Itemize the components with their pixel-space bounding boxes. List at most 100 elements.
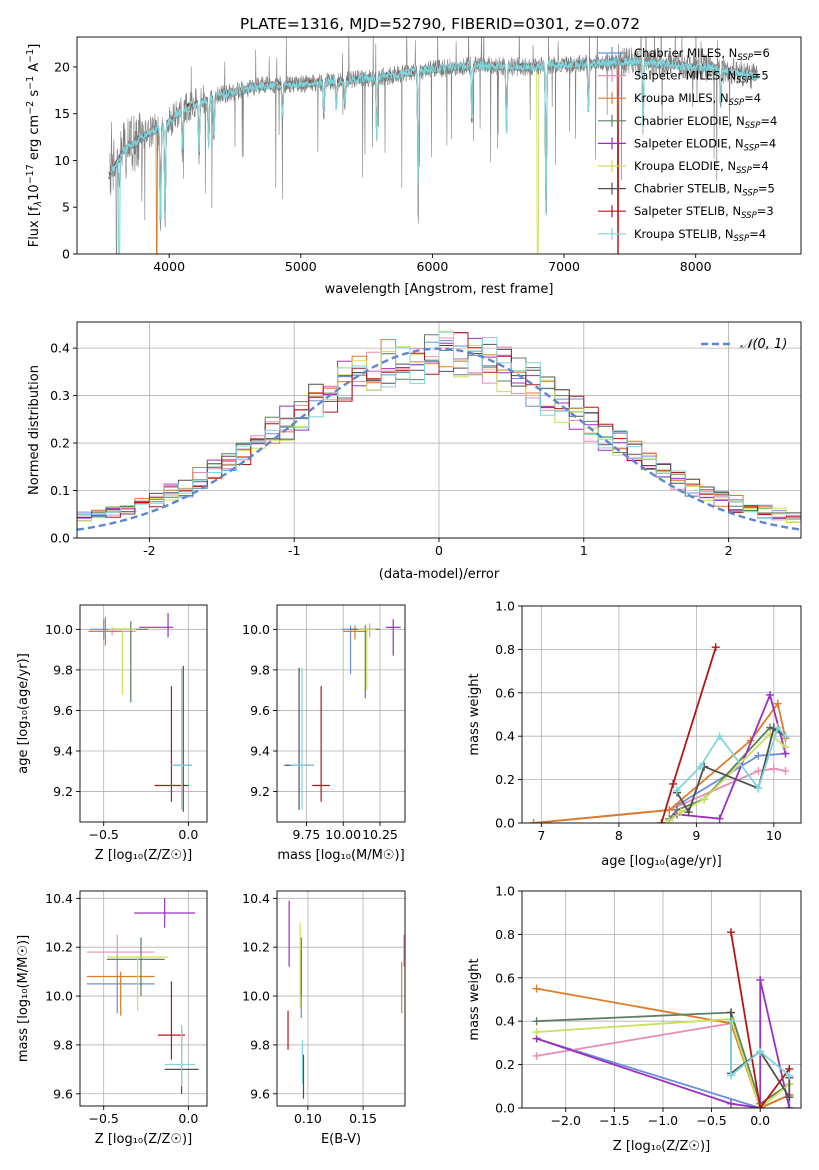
- x-tick-label: -2: [143, 543, 155, 558]
- x-tick-label: 10.00: [325, 827, 361, 842]
- axes-frame: [79, 890, 208, 1107]
- legend-label-salpeter-stelib: Salpeter STELIB, NSSP=3: [634, 204, 774, 221]
- y-tick-label: 0.8: [495, 927, 515, 942]
- y-tick-label: 9.6: [250, 703, 270, 718]
- errorbar-kroupa-stelib: [171, 667, 192, 810]
- x-tick-label: 2: [725, 543, 733, 558]
- x-tick-label: 9: [692, 828, 700, 843]
- y-tick-label: 10.0: [242, 622, 270, 637]
- weight-marker: [785, 1104, 794, 1108]
- errorbar-kroupa-elodie: [108, 628, 136, 695]
- legend-label-value: =4: [760, 114, 777, 128]
- y-tick-label: 10.0: [242, 989, 270, 1004]
- axes-frame: [79, 604, 208, 823]
- errorbar-kroupa-stelib: [290, 667, 314, 810]
- legend: 𝒩(0, 1): [701, 337, 787, 352]
- plot-area: [80, 605, 207, 822]
- y-tick-label: 9.6: [53, 1086, 73, 1101]
- y-tick-label: 9.6: [250, 1086, 270, 1101]
- weight-marker: [532, 984, 541, 993]
- y-tick-label: 0.4: [495, 1014, 515, 1029]
- x-tick-label: 0.15: [349, 1111, 377, 1126]
- legend-label-chabrier-miles: Chabrier MILES, NSSP=6: [634, 46, 770, 63]
- y-tick-label: 10.2: [242, 940, 270, 955]
- legend-label-value: =4: [749, 227, 766, 241]
- y-tick-label: 0.4: [50, 341, 70, 356]
- x-tick-label: −1.5: [599, 1113, 629, 1128]
- weight-marker: [781, 766, 790, 775]
- y-tick-label: 0.0: [50, 531, 70, 546]
- legend-label-gaussian: 𝒩(0, 1): [740, 337, 787, 352]
- y-tick-label: 0.6: [495, 970, 515, 985]
- plot-area: [522, 890, 801, 1109]
- weight-marker: [773, 723, 782, 732]
- panel-residuals: -2 -1 0 1 2 0.0 0.1 0.2 0.3 0.4 (data-model)/error…: [27, 321, 802, 582]
- y-tick-label: 10.0: [45, 622, 73, 637]
- legend-label-text: Salpeter MILES, N: [634, 69, 736, 83]
- weight-line-salpeter-elodie: [536, 979, 791, 1108]
- weight-marker: [665, 805, 674, 814]
- x-tick-label: -1: [288, 543, 300, 558]
- errorbar-salpeter-elodie: [139, 613, 174, 638]
- weight-marker: [715, 814, 724, 823]
- y-tick-label: 0.1: [50, 483, 70, 498]
- observed-spectrum-line: [109, 37, 758, 254]
- y-tick-label: 0.0: [495, 1101, 515, 1116]
- legend-label-value: =5: [758, 182, 775, 196]
- panel-weight-vs-Z: −2.0 −1.5 −1.0 −0.5 0.0 0.0 0.2 0.4 0.6 0.8 1.0 Z […: [467, 884, 802, 1154]
- x-tick-label: 0.0: [178, 827, 198, 842]
- y-axis-label-part: −1: [25, 49, 36, 63]
- weight-marker: [785, 1071, 794, 1080]
- weight-marker: [529, 819, 538, 823]
- weight-marker: [665, 816, 674, 823]
- y-tick-label: 0.2: [495, 1057, 515, 1072]
- y-tick-label: 9.8: [250, 1037, 270, 1052]
- x-tick-label: 0: [435, 543, 443, 558]
- x-axis-label: Z [log₁₀(Z/Z☉)]: [613, 1139, 710, 1154]
- weight-line-kroupa-stelib: [676, 725, 787, 792]
- legend-label-salpeter-elodie: Salpeter ELODIE, NSSP=4: [634, 136, 776, 153]
- x-axis-label: wavelength [Angstrom, rest frame]: [325, 282, 554, 297]
- legend-label-text: Kroupa ELODIE, N: [634, 159, 736, 173]
- weight-lines: [529, 643, 790, 823]
- errorbar-kroupa-elodie: [107, 956, 169, 1011]
- weight-marker: [715, 732, 724, 741]
- weight-line-chabrier-elodie: [536, 1011, 790, 1106]
- histogram-steps: [77, 330, 801, 531]
- y-axis-label: age [log₁₀(age/yr)]: [16, 653, 31, 774]
- legend-label-subscript: SSP: [736, 76, 752, 86]
- legend-label-text: Kroupa STELIB, N: [634, 227, 734, 241]
- legend-label-kroupa-miles: Kroupa MILES, NSSP=4: [634, 91, 761, 108]
- histogram-kroupa-stelib: [77, 331, 801, 520]
- weight-marker: [673, 786, 681, 795]
- weight-marker: [696, 762, 705, 771]
- legend-label-value: =3: [757, 204, 774, 218]
- x-axis-label: mass [log₁₀(M/M☉)]: [277, 848, 404, 863]
- y-tick-label: 0.8: [495, 642, 515, 657]
- weight-line-salpeter-stelib: [730, 932, 791, 1108]
- legend-label-subscript: SSP: [737, 53, 753, 63]
- panel-spectrum: 4000 5000 6000 7000 8000 0 5 10 15 20 wavelength […: [25, 36, 802, 297]
- y-tick-label: 0.2: [50, 436, 70, 451]
- y-tick-label: 9.2: [250, 784, 270, 799]
- x-tick-label: 0.0: [178, 1111, 198, 1126]
- figure-title: PLATE=1316, MJD=52790, FIBERID=0301, z=0…: [240, 15, 640, 33]
- spectrum-lines: [108, 37, 760, 254]
- y-axis-label: mass weight: [467, 673, 482, 755]
- x-tick-label: −0.5: [89, 1111, 119, 1126]
- y-tick-label: 0.6: [495, 685, 515, 700]
- errorbar-kroupa-miles: [86, 971, 155, 1016]
- y-tick-label: 0.3: [50, 388, 70, 403]
- legend-label-salpeter-miles: Salpeter MILES, NSSP=5: [634, 69, 769, 86]
- y-tick-label: 9.8: [53, 1037, 73, 1052]
- y-axis-label-part: erg cm: [27, 115, 42, 164]
- legend-label-subscript: SSP: [734, 234, 750, 244]
- y-axis-label-part: −1: [25, 76, 36, 90]
- legend-label-subscript: SSP: [729, 98, 745, 108]
- weight-line-kroupa-stelib: [730, 1021, 790, 1078]
- weight-marker: [769, 764, 778, 773]
- y-tick-label: 10.4: [45, 891, 73, 906]
- errorbar-salpeter-elodie: [134, 898, 196, 928]
- errorbars: [88, 613, 192, 812]
